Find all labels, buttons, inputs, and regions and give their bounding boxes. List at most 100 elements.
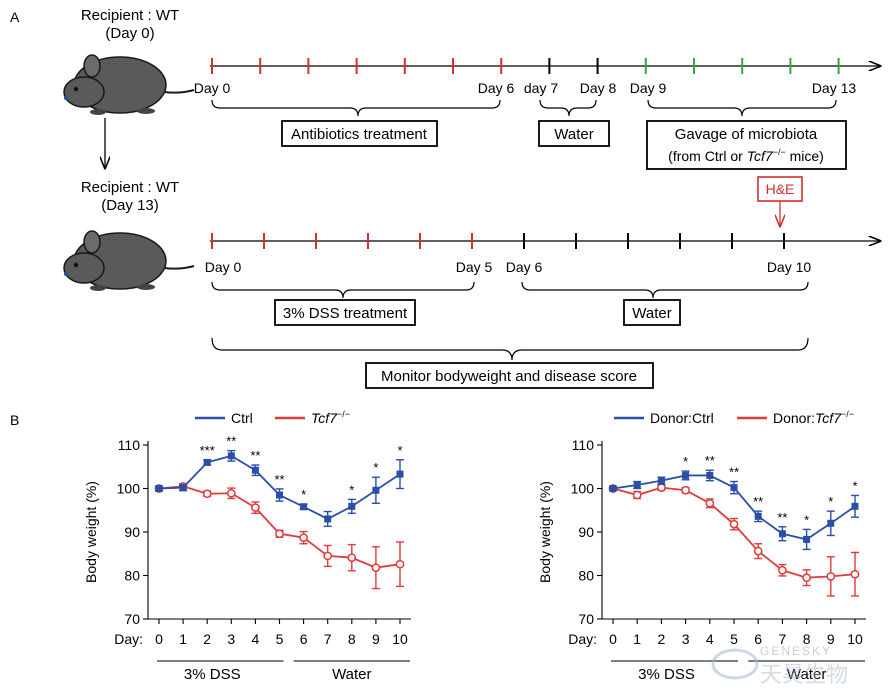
data-point: [276, 491, 283, 499]
significance-label: *: [397, 443, 402, 458]
legend-label-gene: Tcf7: [815, 410, 842, 426]
significance-label: **: [250, 448, 260, 463]
timeline-1-label-day7: day 7: [524, 80, 558, 96]
watermark-latin: GENESKY: [760, 644, 832, 658]
recipient-2-day: (Day 13): [101, 197, 159, 214]
period-label-water: Water: [332, 666, 371, 683]
data-point: [323, 551, 333, 561]
gavage-text-post: mice): [786, 148, 824, 164]
he-box: [757, 176, 803, 202]
legend-label: Donor:Ctrl: [650, 410, 714, 426]
y-tick-label: 80: [124, 568, 140, 584]
y-tick-label: 90: [124, 524, 140, 540]
timeline-1-label-day8: Day 8: [580, 80, 617, 96]
significance-label: **: [705, 453, 715, 468]
he-label: H&E: [766, 181, 795, 197]
box-gavage-text-1: Gavage of microbiota: [675, 126, 818, 143]
recipient-2-label: Recipient : WT: [81, 179, 179, 196]
significance-label: *: [828, 494, 833, 509]
gavage-text-pre: (from Ctrl or: [668, 148, 747, 164]
data-point: [681, 485, 690, 495]
significance-label: *: [349, 482, 354, 497]
panel-label-b: B: [10, 412, 19, 428]
x-tick-label: 7: [324, 631, 332, 647]
x-tick-label: 2: [658, 631, 666, 647]
mouse-icon: [63, 230, 195, 292]
data-point: [682, 471, 690, 479]
x-tick-label: 9: [372, 631, 380, 647]
box-antibiotics-text: Antibiotics treatment: [291, 126, 428, 143]
legend-label-pre: Donor:: [773, 410, 815, 426]
significance-label: **: [753, 494, 763, 509]
y-tick-label: 90: [578, 524, 594, 540]
timeline-1-ticks: [211, 58, 840, 74]
box-dss-text: 3% DSS treatment: [283, 305, 408, 322]
data-point: [632, 490, 642, 500]
box-antibiotics: [281, 120, 438, 147]
legend-label: Tcf7−/−: [311, 409, 350, 426]
significance-label: *: [852, 478, 857, 493]
x-tick-label: 1: [179, 631, 187, 647]
data-point: [372, 486, 380, 494]
timeline-2-label-day0: Day 0: [205, 259, 242, 275]
data-point: [227, 452, 235, 460]
period-label-dss: 3% DSS: [184, 666, 241, 683]
bracket-water-1: [539, 99, 597, 117]
data-point: [299, 533, 308, 543]
recipient-1-day: (Day 0): [105, 25, 154, 42]
x-tick-label: 1: [633, 631, 641, 647]
x-tick-label: 10: [392, 631, 408, 647]
box-water-1: [538, 120, 610, 147]
data-point: [251, 503, 260, 512]
x-tick-label: 6: [754, 631, 762, 647]
watermark-logo-icon: [711, 648, 759, 680]
x-tick-label: 10: [847, 631, 863, 647]
x-axis-label: Day:: [114, 631, 143, 647]
data-point: [155, 485, 163, 492]
box-water-2-text: Water: [632, 305, 671, 322]
significance-label: *: [804, 512, 809, 527]
chart-body-weight-left: 70 80 90 100 110 Body weight (%) Day: 0 1 2 3 4 5 6 7 8…: [83, 409, 411, 683]
data-point: [203, 458, 211, 466]
data-point: [657, 483, 666, 492]
bracket-antibiotics: [211, 99, 501, 117]
timeline-1-label-day13: Day 13: [812, 80, 857, 96]
legend-label-gene: Tcf7: [311, 410, 338, 426]
watermark-cn: 天昊生物: [760, 662, 848, 687]
timeline-2-label-day10: Day 10: [767, 259, 812, 275]
x-tick-label: 6: [300, 631, 308, 647]
legend-label-sup: −/−: [337, 409, 350, 419]
data-point: [347, 553, 357, 563]
data-point: [778, 530, 786, 538]
y-axis-label: Body weight (%): [83, 481, 99, 583]
data-point: [275, 529, 284, 539]
data-point: [371, 563, 381, 573]
timeline-1-label-day9: Day 9: [630, 80, 667, 96]
x-tick-label: 9: [827, 631, 835, 647]
mouse-icon: [63, 54, 195, 116]
data-point: [803, 535, 811, 543]
x-tick-label: 0: [609, 631, 617, 647]
legend-label: Donor:Tcf7−/−: [773, 409, 854, 426]
x-tick-label: 8: [348, 631, 356, 647]
data-point: [706, 471, 714, 479]
data-point: [802, 573, 811, 583]
data-point: [753, 546, 763, 556]
series-line: [158, 454, 401, 520]
panel-label-a: A: [10, 9, 20, 25]
bracket-dss: [211, 281, 475, 299]
box-monitor: [365, 362, 654, 389]
y-tick-label: 100: [117, 481, 141, 497]
box-gavage: [646, 120, 847, 170]
y-tick-label: 80: [578, 568, 594, 584]
significance-label: **: [729, 465, 739, 480]
box-monitor-text: Monitor bodyweight and disease score: [381, 368, 637, 385]
data-point: [827, 519, 835, 527]
x-tick-label: 4: [252, 631, 260, 647]
x-tick-label: 3: [682, 631, 690, 647]
x-tick-label: 5: [730, 631, 738, 647]
data-point: [202, 489, 212, 499]
x-tick-label: 5: [276, 631, 284, 647]
legend-label-sup: −/−: [841, 409, 854, 419]
chart-body-weight-right: 70 80 90 100 110 Body weight (%) Day: 0 1 2 3 4 5 6 7 8…: [537, 409, 866, 683]
